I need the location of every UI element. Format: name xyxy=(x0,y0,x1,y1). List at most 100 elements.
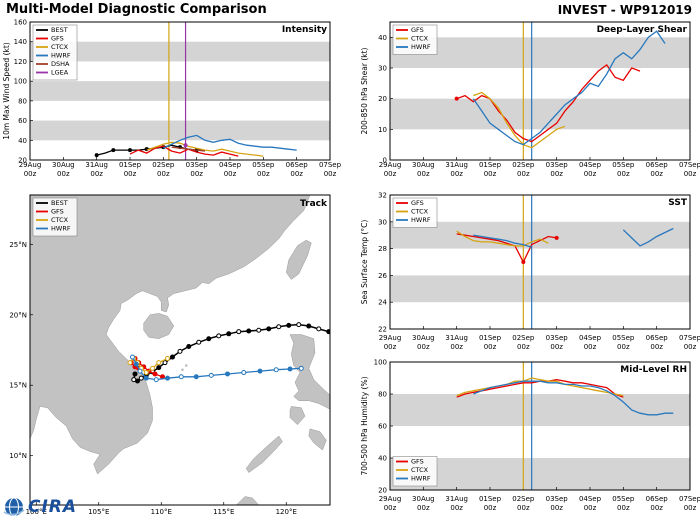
legend-label-CTCX: CTCX xyxy=(411,466,429,474)
BEST-track-point xyxy=(316,326,322,332)
CTCX-track-point xyxy=(127,360,133,366)
intensity-band xyxy=(30,81,330,101)
xtick-sublabel: 00z xyxy=(650,343,663,351)
ytick-label: 80 xyxy=(18,97,27,105)
HWRF-track-point xyxy=(225,371,230,377)
legend-label-HWRF: HWRF xyxy=(51,225,71,233)
xtick-label: 05Sep xyxy=(252,161,275,169)
xtick-sublabel: 00z xyxy=(517,343,530,351)
BEST-track-point xyxy=(266,326,272,332)
ytick-label: 100 xyxy=(374,359,387,367)
islet xyxy=(185,364,188,367)
xtick-label: 06Sep xyxy=(646,161,669,169)
xtick-label: 03Sep xyxy=(546,334,569,342)
BEST-track-point xyxy=(162,360,168,366)
mid_level_rh-series-HWRF xyxy=(473,380,674,416)
sst-series-CTCX xyxy=(456,230,549,247)
HWRF-track-point xyxy=(298,365,304,371)
xtick-sublabel: 00z xyxy=(90,170,103,178)
sst-band xyxy=(390,275,690,303)
CTCX-track-point xyxy=(150,365,155,371)
xtick-label: 05Sep xyxy=(612,161,635,169)
xtick-label: 29Aug xyxy=(379,161,402,169)
xtick-label: 02Sep xyxy=(512,161,535,169)
deep-layer-shear-chart: 01020304029Aug00z30Aug00z31Aug00z01Sep00… xyxy=(360,21,700,178)
xtick-sublabel: 00z xyxy=(684,504,697,512)
HWRF-track-point xyxy=(137,368,143,374)
xtick-label: 03Sep xyxy=(546,495,569,503)
HWRF-track-point xyxy=(165,375,170,381)
islet xyxy=(181,368,184,371)
cira-globe-icon xyxy=(3,497,25,517)
xtick-sublabel: 00z xyxy=(417,504,430,512)
xtick-sublabel: 00z xyxy=(650,170,663,178)
track-title: Track xyxy=(300,199,328,209)
GFS-line xyxy=(456,233,557,264)
legend-label-CTCX: CTCX xyxy=(51,216,69,224)
track-BEST xyxy=(131,322,330,384)
land-polygon xyxy=(289,334,330,410)
lon-label: 115°E xyxy=(213,508,234,516)
intensity-ylabel: 10m Max Wind Speed (kt) xyxy=(2,42,11,139)
ytick-label: 120 xyxy=(14,58,27,66)
legend-label-HWRF: HWRF xyxy=(411,475,431,483)
intensity-band xyxy=(30,41,330,62)
xtick-label: 02Sep xyxy=(512,495,535,503)
xtick-label: 02Sep xyxy=(512,334,535,342)
sst-ylabel: Sea Surface Temp (°C) xyxy=(360,220,369,305)
mid_level_rh-ylabel: 700-500 hPa Humidity (%) xyxy=(360,376,369,475)
xtick-sublabel: 00z xyxy=(384,170,397,178)
BEST-track-point xyxy=(296,322,302,328)
xtick-sublabel: 00z xyxy=(517,170,530,178)
legend-label-CTCX: CTCX xyxy=(411,208,429,216)
xtick-label: 03Sep xyxy=(546,161,569,169)
HWRF-track-point xyxy=(143,375,149,381)
GFS-marker xyxy=(454,96,459,101)
legend-label-HWRF: HWRF xyxy=(411,43,431,51)
legend-box xyxy=(32,24,78,81)
ytick-label: 40 xyxy=(18,137,27,145)
mid_level_rh-band xyxy=(390,458,690,490)
xtick-label: 31Aug xyxy=(445,495,468,503)
xtick-label: 07Sep xyxy=(679,334,700,342)
mid_level_rh-band xyxy=(390,394,690,426)
ytick-label: 100 xyxy=(14,78,27,86)
LGEA-marker xyxy=(183,143,188,148)
legend-label-GFS: GFS xyxy=(411,26,424,34)
land-polygon xyxy=(235,496,260,505)
DSHA-line xyxy=(171,146,206,152)
xtick-label: 29Aug xyxy=(19,161,42,169)
BEST-marker xyxy=(94,153,99,158)
xtick-sublabel: 00z xyxy=(190,170,203,178)
ytick-label: 40 xyxy=(378,455,387,463)
legend-label-CTCX: CTCX xyxy=(51,43,69,51)
ytick-label: 60 xyxy=(378,423,387,431)
ytick-label: 28 xyxy=(378,245,387,253)
sst-chart: 22242628303229Aug00z30Aug00z31Aug00z01Se… xyxy=(360,192,700,352)
xtick-label: 06Sep xyxy=(646,495,669,503)
legend-box xyxy=(392,24,438,55)
xtick-label: 30Aug xyxy=(412,334,435,342)
GFS-line xyxy=(129,145,239,157)
xtick-sublabel: 00z xyxy=(484,170,497,178)
xtick-label: 04Sep xyxy=(579,161,602,169)
BEST-track-point xyxy=(186,343,192,349)
sst-series-GFS xyxy=(456,233,559,264)
xtick-sublabel: 00z xyxy=(384,343,397,351)
xtick-sublabel: 00z xyxy=(384,504,397,512)
HWRF-track-point xyxy=(178,374,184,380)
xtick-sublabel: 00z xyxy=(417,343,430,351)
xtick-sublabel: 00z xyxy=(484,504,497,512)
land-polygon xyxy=(30,195,311,475)
xtick-sublabel: 00z xyxy=(617,504,630,512)
BEST-track-point xyxy=(196,339,202,345)
HWRF-line xyxy=(472,30,666,146)
HWRF-track-point xyxy=(130,354,135,360)
lon-label: 100°E xyxy=(26,508,47,516)
xtick-label: 04Sep xyxy=(219,161,242,169)
BEST-track-point xyxy=(286,322,292,328)
xtick-sublabel: 00z xyxy=(584,504,597,512)
xtick-sublabel: 00z xyxy=(550,170,563,178)
